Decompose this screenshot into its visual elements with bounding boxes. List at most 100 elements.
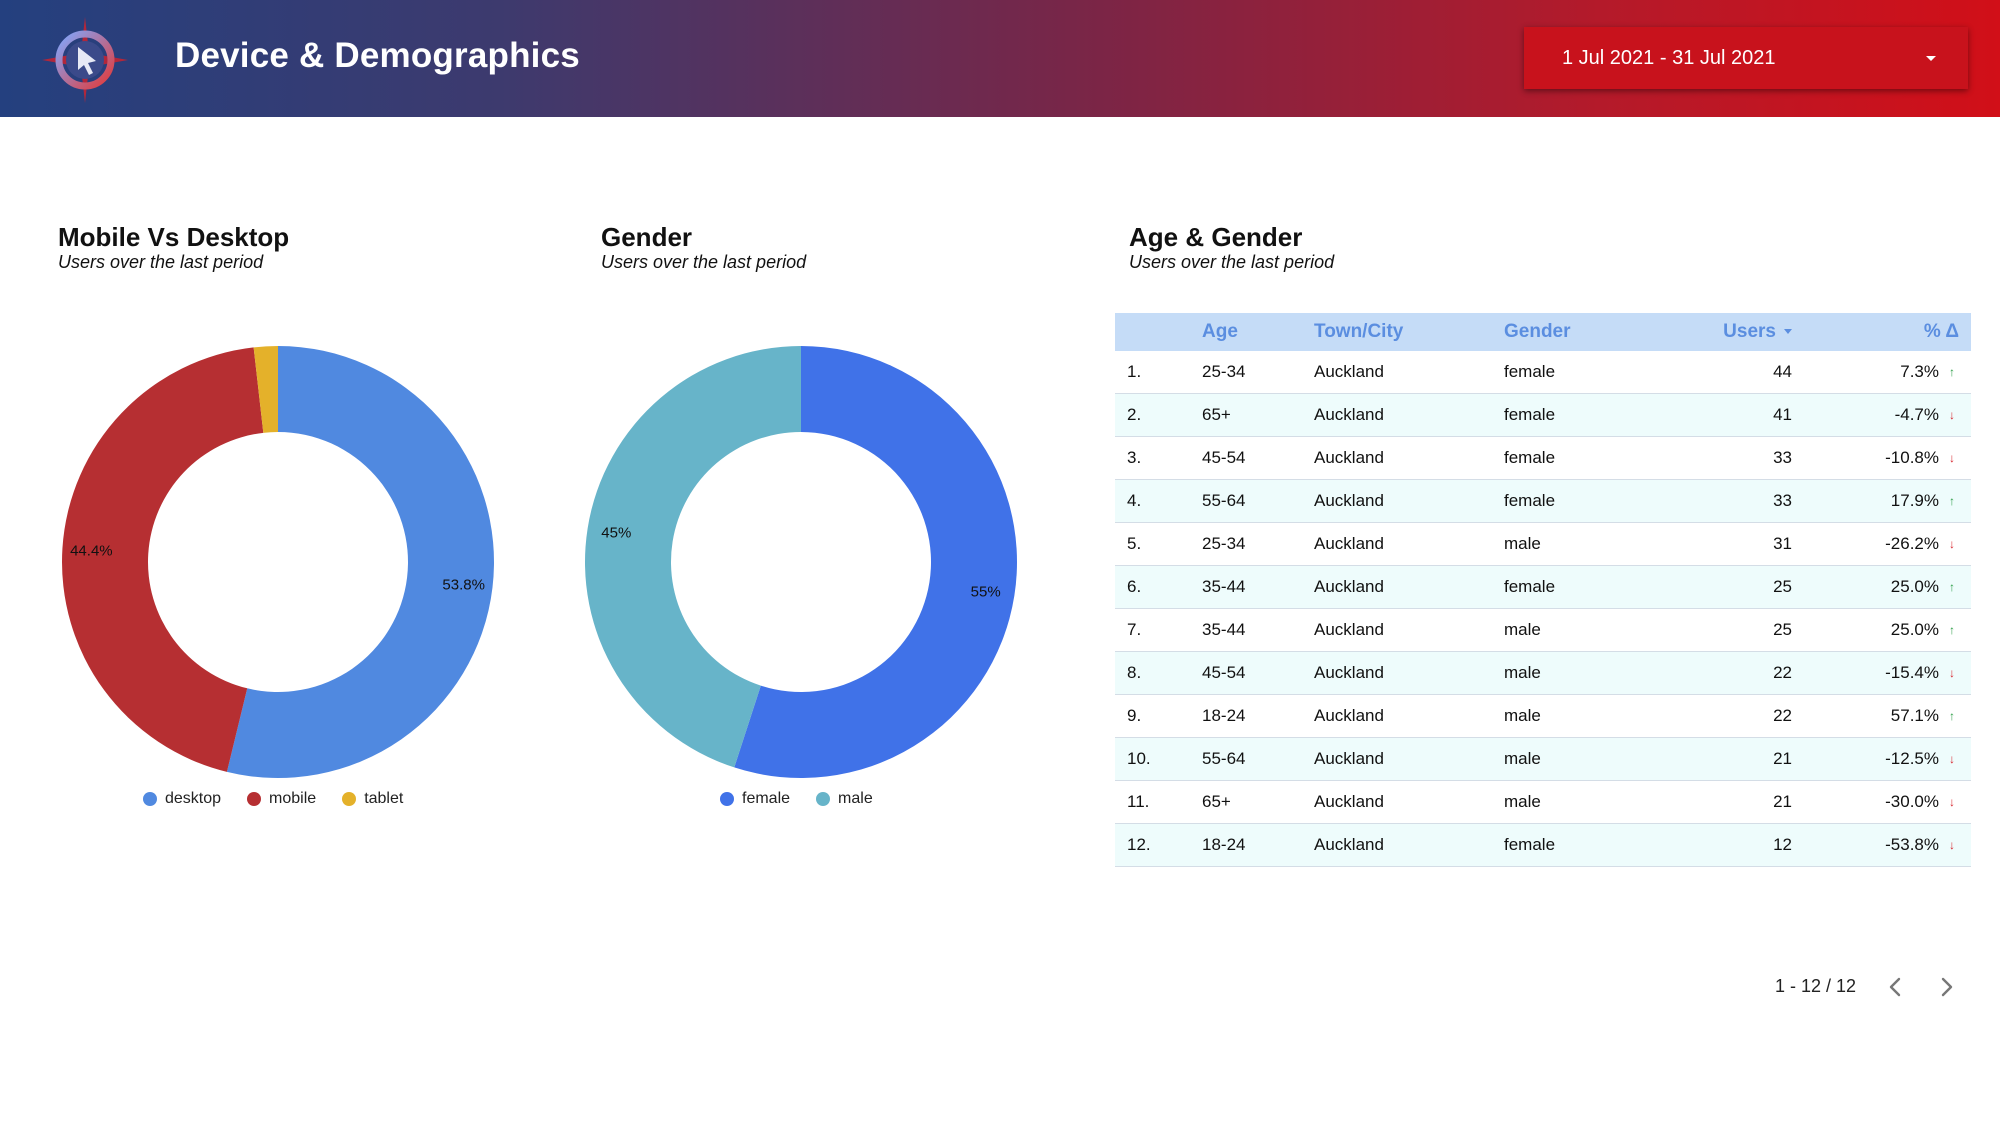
table-row: 6. 35-44 Auckland female 25 25.0% ↑	[1115, 566, 1971, 609]
legend-label-tablet: tablet	[364, 790, 404, 807]
table-row: 5. 25-34 Auckland male 31 -26.2% ↓	[1115, 523, 1971, 566]
cell-pct-change: 25.0%	[1890, 620, 1939, 639]
cell-gender: female	[1504, 405, 1556, 424]
cell-pct-change: -12.5%	[1885, 749, 1939, 768]
slice-male[interactable]	[584, 346, 801, 768]
cell-users: 21	[1773, 792, 1792, 811]
data-label-desktop: 53.8%	[442, 576, 485, 593]
table-row: 12. 18-24 Auckland female 12 -53.8% ↓	[1115, 824, 1971, 867]
cell-gender: female	[1504, 448, 1556, 467]
legend-dot-desktop	[143, 792, 157, 806]
cell-age: 65+	[1202, 405, 1231, 424]
cell-pct-change: 17.9%	[1890, 491, 1939, 510]
cell-city: Auckland	[1314, 491, 1384, 510]
arrow-down-icon: ↓	[1949, 408, 1955, 422]
cell-gender: male	[1504, 706, 1541, 725]
table-row: 8. 45-54 Auckland male 22 -15.4% ↓	[1115, 652, 1971, 695]
cell-users: 22	[1773, 663, 1792, 682]
device-legend: desktop mobile tablet	[143, 790, 403, 808]
cell-gender: female	[1504, 577, 1556, 596]
legend-dot-male	[816, 792, 831, 806]
column-header-city[interactable]: Town/City	[1314, 321, 1404, 342]
cell-gender: female	[1504, 835, 1556, 854]
column-header-pct-change[interactable]: % Δ	[1923, 321, 1959, 342]
arrow-down-icon: ↓	[1949, 795, 1955, 809]
cell-users: 21	[1773, 749, 1792, 768]
cell-pct-change: -53.8%	[1885, 835, 1939, 854]
column-header-gender[interactable]: Gender	[1504, 321, 1571, 342]
legend-label-mobile: mobile	[269, 790, 317, 807]
table-row: 1. 25-34 Auckland female 44 7.3% ↑	[1115, 351, 1971, 394]
gender-donut-chart[interactable]: 55% 45%	[571, 332, 1031, 792]
page-title: Device & Demographics	[175, 36, 580, 75]
cell-city: Auckland	[1314, 362, 1384, 381]
cell-age: 55-64	[1202, 491, 1246, 510]
table-header: Age Town/City Gender Users % Δ	[1115, 313, 1971, 351]
chevron-right-icon[interactable]	[1934, 973, 1960, 1001]
legend-item-female[interactable]: female	[720, 790, 790, 808]
slice-desktop[interactable]	[226, 346, 495, 778]
cell-city: Auckland	[1314, 534, 1384, 553]
table-row: 2. 65+ Auckland female 41 -4.7% ↓	[1115, 394, 1971, 437]
cell-pct-change: -26.2%	[1885, 534, 1939, 553]
device-card-title: Mobile Vs Desktop	[58, 222, 290, 252]
row-index: 3.	[1127, 448, 1142, 467]
slice-mobile[interactable]	[61, 347, 264, 772]
cell-city: Auckland	[1314, 835, 1384, 854]
arrow-down-icon: ↓	[1949, 752, 1955, 766]
legend-label-female: female	[742, 790, 791, 807]
date-range-picker[interactable]: 1 Jul 2021 - 31 Jul 2021	[1524, 27, 1968, 89]
cell-pct-change: 57.1%	[1890, 706, 1939, 725]
legend-item-tablet[interactable]: tablet	[342, 790, 403, 808]
row-index: 12.	[1127, 835, 1151, 854]
cell-city: Auckland	[1314, 792, 1384, 811]
row-index: 6.	[1127, 577, 1142, 596]
row-index: 9.	[1127, 706, 1142, 725]
column-header-users-label: Users	[1723, 321, 1776, 342]
caret-down-icon[interactable]	[1926, 56, 1936, 61]
table-body: 1. 25-34 Auckland female 44 7.3% ↑ 2. 65+ Aucklan…	[1115, 351, 1971, 867]
row-index: 1.	[1127, 362, 1142, 381]
pagination-text: 1 - 12 / 12	[1775, 976, 1857, 996]
cell-users: 33	[1773, 448, 1792, 467]
legend-item-mobile[interactable]: mobile	[247, 790, 316, 808]
cell-users: 31	[1773, 534, 1792, 553]
cell-gender: female	[1504, 362, 1556, 381]
cell-users: 33	[1773, 491, 1792, 510]
row-index: 7.	[1127, 620, 1142, 639]
cell-age: 25-34	[1202, 534, 1246, 553]
gender-card-title: Gender	[601, 222, 693, 252]
row-index: 4.	[1127, 491, 1142, 510]
cell-pct-change: -30.0%	[1885, 792, 1939, 811]
cell-age: 55-64	[1202, 749, 1246, 768]
cell-gender: male	[1504, 792, 1541, 811]
row-index: 8.	[1127, 663, 1142, 682]
column-header-age[interactable]: Age	[1202, 321, 1238, 342]
chevron-left-icon[interactable]	[1882, 973, 1908, 1001]
legend-item-desktop[interactable]: desktop	[143, 790, 221, 808]
sort-desc-icon[interactable]	[1784, 329, 1792, 335]
cell-age: 25-34	[1202, 362, 1246, 381]
legend-item-male[interactable]: male	[816, 790, 873, 808]
legend-dot-tablet	[342, 792, 357, 806]
cell-gender: male	[1504, 663, 1541, 682]
device-donut-chart[interactable]: 53.8% 44.4%	[48, 332, 508, 792]
arrow-up-icon: ↑	[1949, 365, 1955, 379]
column-header-users[interactable]: Users	[1723, 313, 1792, 351]
data-label-mobile: 44.4%	[70, 542, 113, 559]
row-index: 5.	[1127, 534, 1142, 553]
cell-city: Auckland	[1314, 663, 1384, 682]
legend-label-desktop: desktop	[165, 790, 222, 807]
arrow-up-icon: ↑	[1949, 623, 1955, 637]
table-row: 4. 55-64 Auckland female 33 17.9% ↑	[1115, 480, 1971, 523]
device-card-subtitle: Users over the last period	[58, 252, 264, 272]
row-index: 2.	[1127, 405, 1142, 424]
cell-gender: female	[1504, 491, 1556, 510]
slice-tablet[interactable]	[253, 346, 278, 433]
date-range-text: 1 Jul 2021 - 31 Jul 2021	[1562, 47, 1776, 69]
age-gender-table: Age Town/City Gender Users % Δ 1. 25-34 Au…	[1115, 313, 1971, 867]
slice-female[interactable]	[734, 346, 1017, 778]
cell-gender: male	[1504, 534, 1541, 553]
cell-users: 44	[1773, 362, 1792, 381]
cell-gender: male	[1504, 620, 1541, 639]
